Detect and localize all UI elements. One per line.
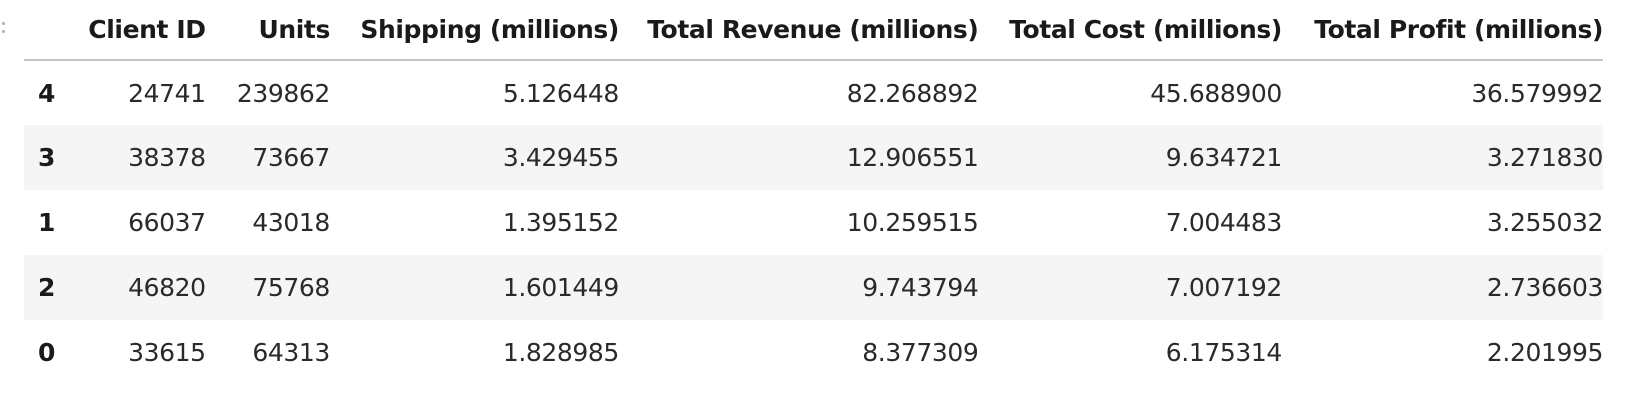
table-row: 1 66037 43018 1.395152 10.259515 7.00448…	[24, 190, 1603, 255]
table-row: 0 33615 64313 1.828985 8.377309 6.175314…	[24, 320, 1603, 385]
cell-units: 43018	[252, 208, 330, 237]
cell-total-profit: 3.255032	[1486, 208, 1603, 237]
cell-total-cost: 9.634721	[1165, 143, 1282, 172]
dataframe-table: Client ID Units Shipping (millions) Tota…	[24, 0, 1603, 385]
row-index: 2	[38, 273, 55, 302]
header-row: Client ID Units Shipping (millions) Tota…	[24, 0, 1603, 61]
cell-total-cost: 7.007192	[1165, 273, 1282, 302]
cell-total-revenue: 12.906551	[846, 143, 979, 172]
cell-total-profit: 2.736603	[1486, 273, 1603, 302]
drag-handle-dot	[2, 22, 5, 25]
cell-shipping: 5.126448	[502, 78, 619, 108]
cell-units: 64313	[252, 338, 330, 367]
row-index: 1	[38, 208, 55, 237]
cell-total-cost: 6.175314	[1165, 338, 1282, 367]
cell-client-id: 46820	[128, 273, 206, 302]
cell-shipping: 1.395152	[502, 208, 619, 237]
row-index: 3	[38, 143, 55, 172]
cell-units: 73667	[252, 143, 330, 172]
column-header-total-revenue: Total Revenue (millions)	[618, 0, 979, 61]
table-row: 4 24741 239862 5.126448 82.268892 45.688…	[24, 60, 1603, 125]
column-header-client-id: Client ID	[84, 0, 206, 61]
cell-client-id: 38378	[128, 143, 206, 172]
row-index: 4	[38, 78, 55, 108]
drag-handle-dot	[2, 30, 5, 33]
cell-total-revenue: 10.259515	[846, 208, 979, 237]
column-header-total-cost: Total Cost (millions)	[978, 0, 1282, 61]
column-header-units: Units	[205, 0, 330, 61]
cell-total-profit: 2.201995	[1486, 338, 1603, 367]
column-header-shipping: Shipping (millions)	[329, 0, 619, 61]
cell-total-cost: 45.688900	[1150, 78, 1282, 108]
cell-shipping: 1.601449	[502, 273, 619, 302]
table-body: 4 24741 239862 5.126448 82.268892 45.688…	[24, 60, 1603, 385]
cell-total-profit: 3.271830	[1486, 143, 1603, 172]
cell-client-id: 66037	[128, 208, 206, 237]
drag-handle-icon[interactable]	[0, 19, 8, 39]
cell-total-cost: 7.004483	[1165, 208, 1282, 237]
cell-units: 239862	[236, 78, 330, 108]
cell-total-profit: 36.579992	[1471, 78, 1603, 108]
table-row: 3 38378 73667 3.429455 12.906551 9.63472…	[24, 125, 1603, 190]
table-header: Client ID Units Shipping (millions) Tota…	[24, 0, 1603, 61]
cell-total-revenue: 82.268892	[846, 78, 979, 108]
row-index: 0	[38, 338, 55, 367]
cell-client-id: 24741	[128, 78, 206, 108]
cell-units: 75768	[252, 273, 330, 302]
column-header-total-profit: Total Profit (millions)	[1281, 0, 1603, 61]
cell-total-revenue: 9.743794	[862, 273, 979, 302]
table-row: 2 46820 75768 1.601449 9.743794 7.007192…	[24, 255, 1603, 320]
index-header	[24, 0, 85, 61]
cell-shipping: 3.429455	[502, 143, 619, 172]
cell-total-revenue: 8.377309	[862, 338, 979, 367]
cell-client-id: 33615	[128, 338, 206, 367]
cell-shipping: 1.828985	[502, 338, 619, 367]
